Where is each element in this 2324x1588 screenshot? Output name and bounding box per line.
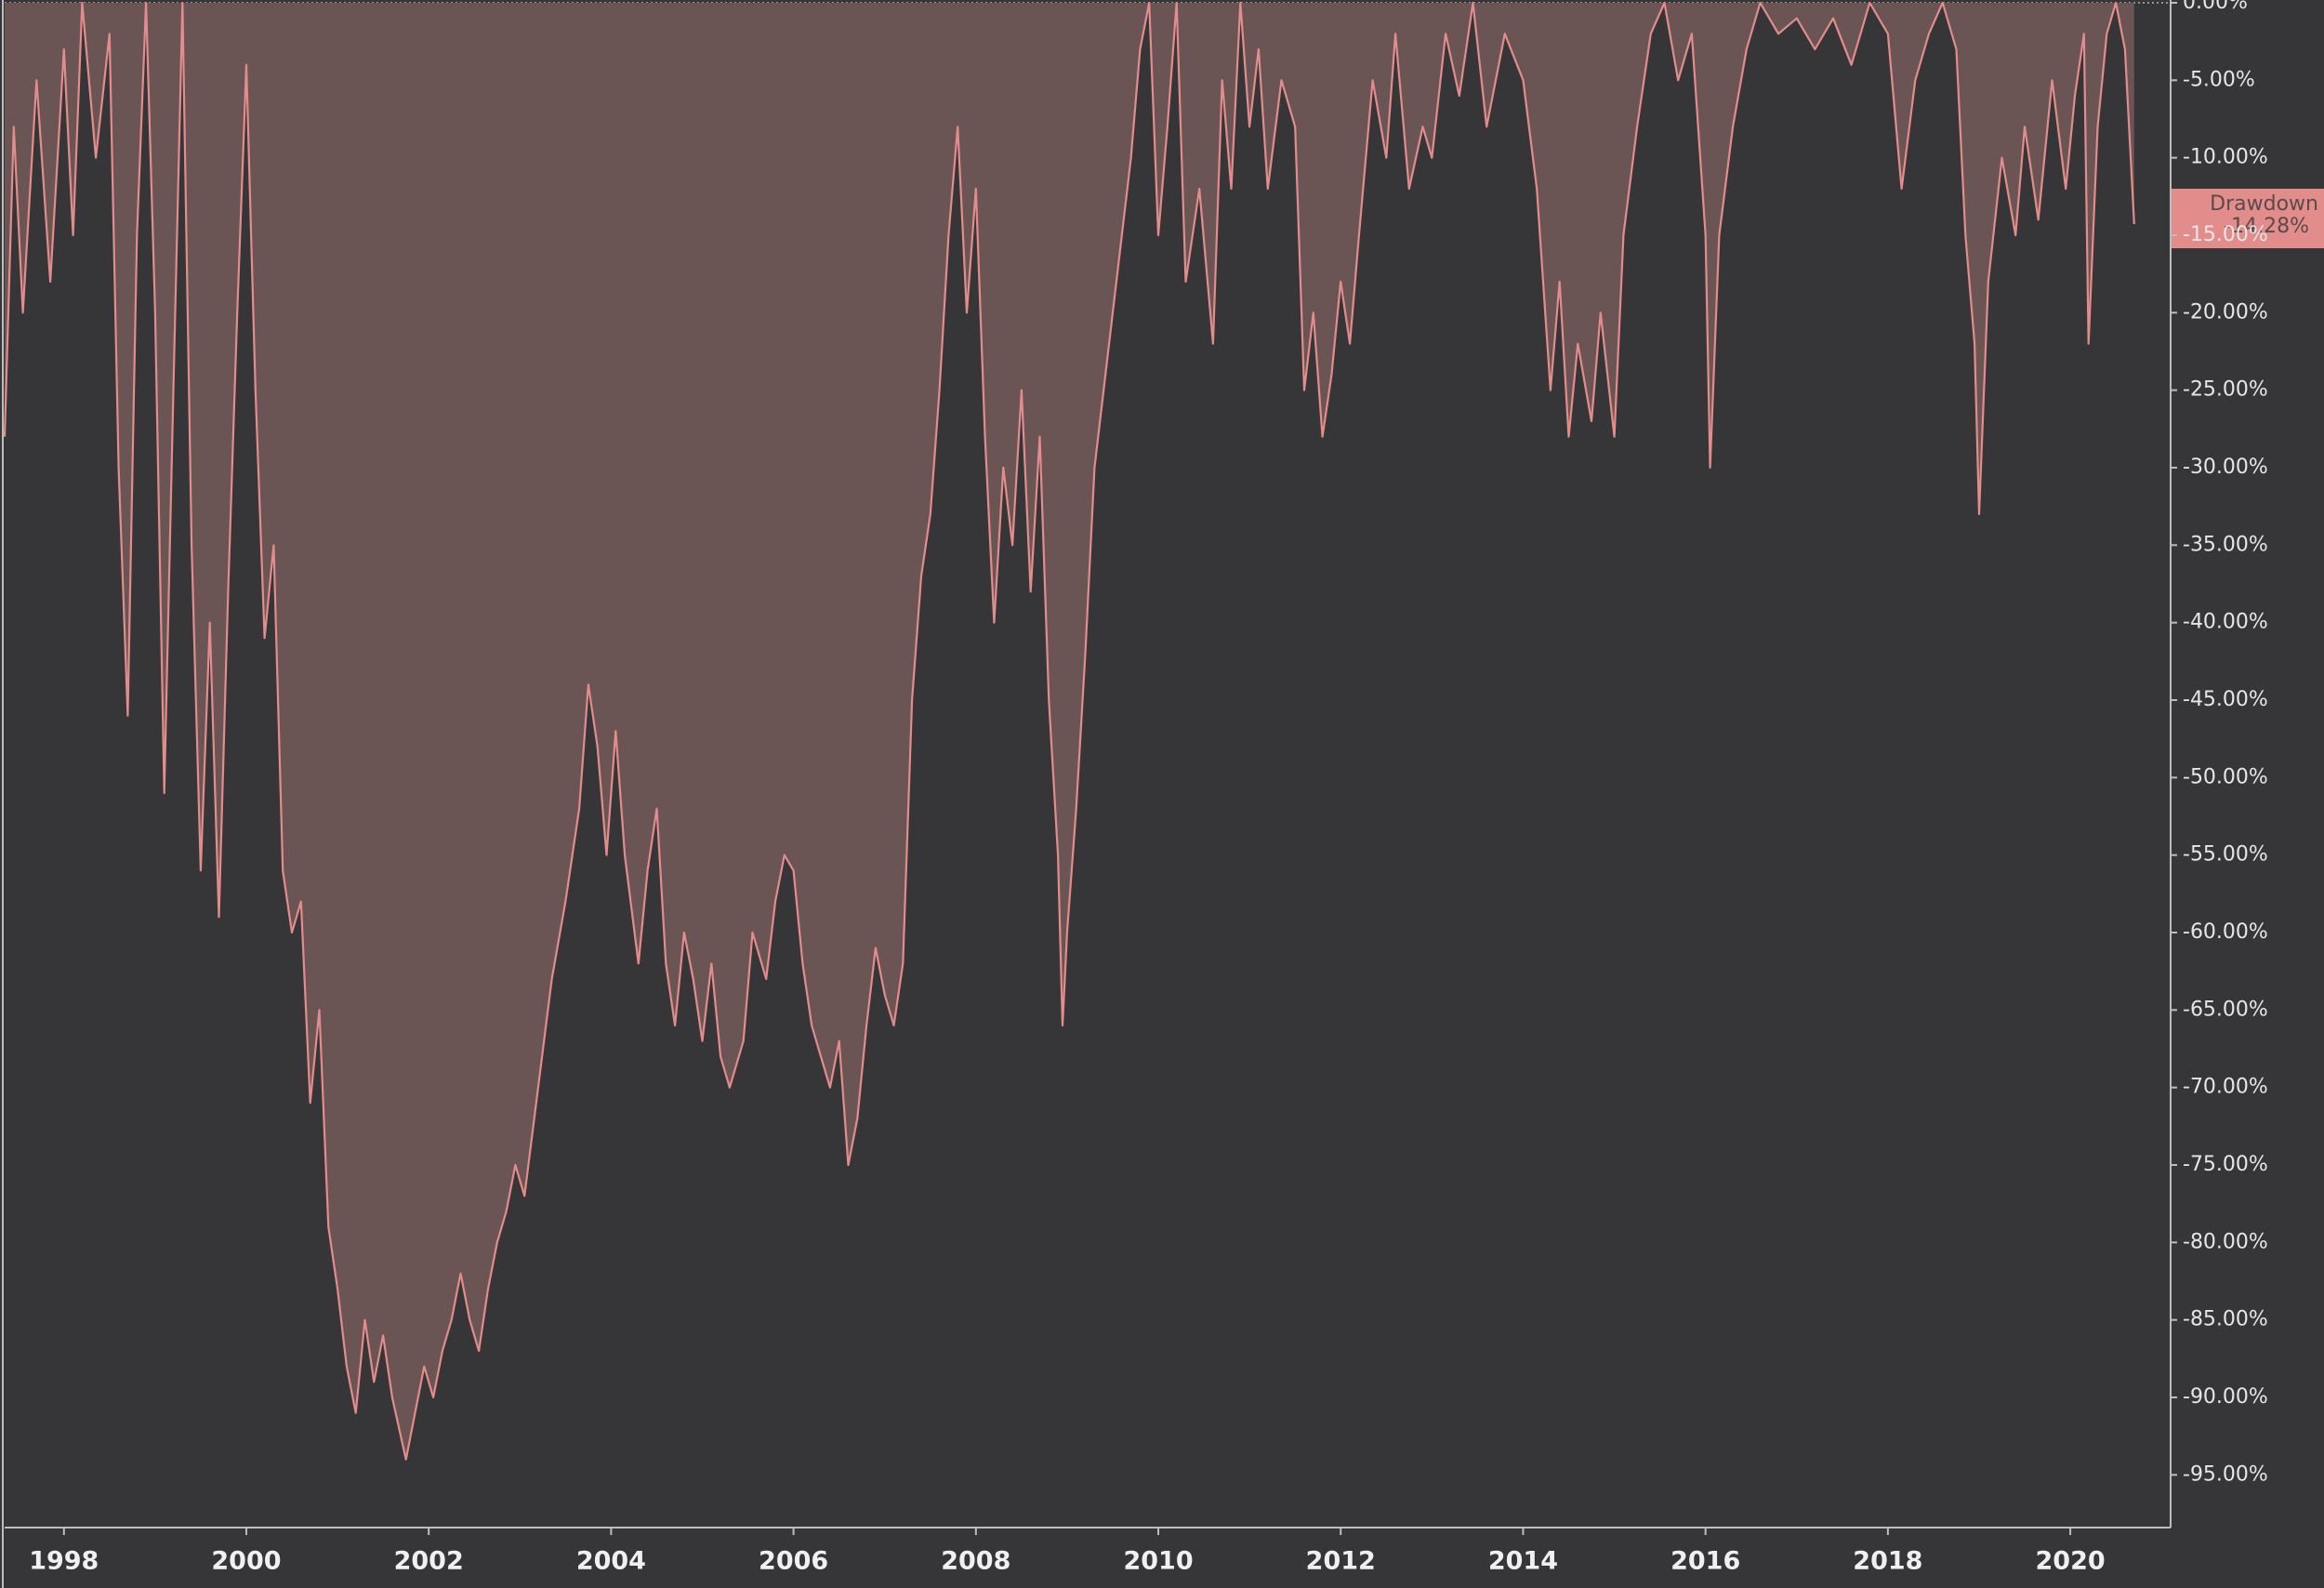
x-tick-label: 2012 bbox=[1306, 1547, 1376, 1576]
y-tick-label: -80.00% bbox=[2183, 1230, 2268, 1253]
y-tick-label: -55.00% bbox=[2183, 843, 2268, 867]
y-tick-label: -40.00% bbox=[2183, 611, 2268, 634]
y-tick-label: -50.00% bbox=[2183, 765, 2268, 788]
y-tick-label: -85.00% bbox=[2183, 1308, 2268, 1331]
y-tick-label: -70.00% bbox=[2183, 1076, 2268, 1099]
y-tick-label: -75.00% bbox=[2183, 1153, 2268, 1176]
y-tick-label: -5.00% bbox=[2183, 68, 2255, 91]
y-tick-label: -60.00% bbox=[2183, 920, 2268, 944]
x-tick-label: 2016 bbox=[1670, 1547, 1740, 1576]
y-tick-label: 0.00% bbox=[2183, 0, 2248, 14]
last-value-label: -14.28% bbox=[2224, 215, 2309, 238]
y-tick-label: -10.00% bbox=[2183, 146, 2268, 169]
x-tick-label: 2000 bbox=[211, 1547, 281, 1576]
x-tick-label: 2008 bbox=[941, 1547, 1010, 1576]
area-line bbox=[3, 1, 2135, 1461]
y-tick-label: -65.00% bbox=[2183, 998, 2268, 1021]
y-tick-label: -30.00% bbox=[2183, 456, 2268, 479]
x-tick-label: 2002 bbox=[394, 1547, 464, 1576]
y-tick-label: -90.00% bbox=[2183, 1385, 2268, 1409]
x-tick-label: 2010 bbox=[1123, 1547, 1193, 1576]
last-value-tag bbox=[2172, 189, 2324, 248]
x-tick-label: 2020 bbox=[2036, 1547, 2106, 1576]
x-tick-label: 2004 bbox=[576, 1547, 646, 1576]
x-tick-label: 2018 bbox=[1853, 1547, 1922, 1576]
series-name: Drawdown bbox=[2210, 192, 2318, 216]
y-tick-label: -45.00% bbox=[2183, 688, 2268, 711]
y-tick-label: -95.00% bbox=[2183, 1462, 2268, 1486]
x-tick-label: 2006 bbox=[759, 1547, 828, 1576]
y-tick-label: -35.00% bbox=[2183, 533, 2268, 556]
y-tick-label: -25.00% bbox=[2183, 378, 2268, 402]
x-tick-label: 1998 bbox=[29, 1547, 99, 1576]
y-tick-label: -20.00% bbox=[2183, 300, 2268, 324]
y-tick-label: -15.00% bbox=[2183, 223, 2268, 246]
x-tick-label: 2014 bbox=[1488, 1547, 1558, 1576]
